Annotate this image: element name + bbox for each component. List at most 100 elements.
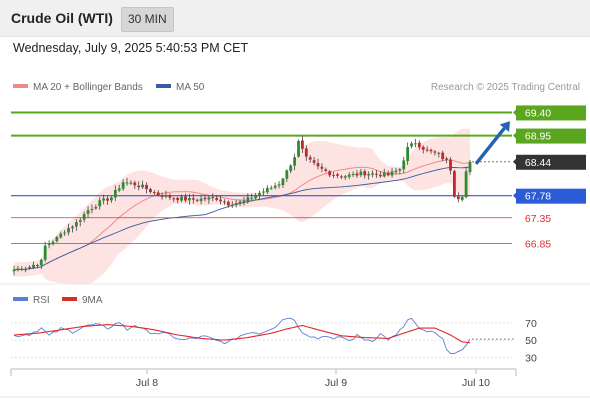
legend: MA 20 + Bollinger Bands MA 50 Research ©… bbox=[13, 82, 580, 93]
header-bar: Crude Oil (WTI) 30 MIN bbox=[0, 0, 590, 37]
legend-swatch-ma50 bbox=[156, 84, 171, 88]
ma20-line bbox=[13, 159, 471, 271]
candle bbox=[433, 150, 437, 156]
candle bbox=[195, 198, 199, 203]
candle bbox=[394, 167, 398, 175]
rsi-tick-70: 70 bbox=[525, 318, 537, 330]
candle bbox=[121, 179, 125, 192]
candle bbox=[453, 169, 456, 198]
candle bbox=[35, 263, 39, 268]
candle bbox=[24, 266, 28, 273]
candle bbox=[320, 163, 324, 173]
candle bbox=[226, 200, 230, 208]
legend-label-rsi: RSI bbox=[33, 295, 50, 306]
candle bbox=[113, 185, 117, 201]
candle bbox=[168, 193, 172, 201]
candle bbox=[67, 223, 70, 236]
rsi-line bbox=[13, 317, 471, 355]
candle bbox=[414, 139, 417, 148]
candle bbox=[250, 193, 254, 201]
rsi-legend: RSI 9MA bbox=[13, 295, 103, 306]
candle bbox=[371, 170, 374, 178]
level-label-67.78: 67.78 bbox=[525, 191, 551, 203]
candle bbox=[359, 168, 363, 178]
candle bbox=[51, 239, 55, 246]
candle bbox=[460, 195, 464, 202]
forecast-arrow-head bbox=[499, 121, 510, 132]
level-label-66.85: 66.85 bbox=[525, 238, 551, 250]
candle bbox=[12, 265, 16, 276]
candle bbox=[71, 225, 74, 233]
candle bbox=[82, 211, 86, 223]
candle bbox=[324, 167, 328, 173]
level-tag-68.44 bbox=[516, 154, 586, 170]
candle bbox=[363, 169, 367, 179]
candle bbox=[234, 199, 238, 208]
candle bbox=[421, 145, 425, 154]
candle bbox=[308, 155, 312, 163]
legend-label-9ma: 9MA bbox=[82, 295, 103, 306]
candle bbox=[98, 197, 102, 210]
candle bbox=[246, 193, 250, 204]
candle bbox=[184, 193, 187, 203]
candle bbox=[242, 197, 246, 206]
candle bbox=[90, 204, 94, 214]
candle bbox=[258, 190, 261, 200]
candle bbox=[382, 168, 386, 178]
candle bbox=[390, 167, 394, 178]
candle bbox=[410, 141, 413, 149]
x-tick-label: Jul 10 bbox=[462, 377, 490, 389]
candle bbox=[160, 192, 164, 200]
candle bbox=[289, 164, 293, 174]
legend-swatch-9ma bbox=[62, 297, 77, 301]
candle bbox=[28, 265, 31, 270]
candle bbox=[347, 172, 351, 180]
candle bbox=[172, 196, 176, 203]
candle bbox=[355, 169, 359, 178]
candle bbox=[141, 180, 145, 190]
candle bbox=[176, 196, 180, 204]
price-pane: MA 20 + Bollinger Bands MA 50 Research ©… bbox=[0, 82, 590, 285]
candle bbox=[187, 193, 191, 205]
candle bbox=[402, 156, 406, 173]
candle bbox=[94, 204, 98, 210]
candle bbox=[254, 193, 258, 200]
forecast-arrow bbox=[474, 127, 506, 165]
interval-button[interactable]: 30 MIN bbox=[121, 7, 174, 32]
legend-label-ma50: MA 50 bbox=[176, 82, 205, 93]
candle bbox=[78, 217, 82, 227]
candle bbox=[468, 159, 472, 176]
x-axis: Jul 8 Jul 9 Jul 10 bbox=[10, 368, 517, 389]
candle bbox=[332, 171, 335, 179]
candle bbox=[301, 135, 304, 153]
candle bbox=[351, 171, 355, 178]
candle bbox=[429, 148, 433, 154]
legend-swatch-rsi bbox=[13, 297, 28, 301]
level-label-68.95: 68.95 bbox=[525, 131, 551, 143]
candle bbox=[386, 170, 390, 177]
level-tag-67.78 bbox=[516, 188, 586, 204]
candle bbox=[59, 231, 63, 239]
candle bbox=[437, 151, 441, 158]
candle bbox=[367, 171, 371, 180]
level-tag-68.95 bbox=[516, 128, 586, 144]
candle bbox=[464, 166, 468, 199]
candle bbox=[145, 182, 148, 194]
candle bbox=[137, 181, 141, 191]
candle bbox=[32, 261, 35, 269]
candle bbox=[339, 174, 343, 180]
instrument-title: Crude Oil (WTI) bbox=[11, 10, 113, 26]
candle bbox=[133, 180, 137, 190]
candle bbox=[285, 169, 289, 182]
candle bbox=[74, 219, 78, 231]
x-tick-label: Jul 9 bbox=[325, 377, 347, 389]
candle bbox=[304, 145, 308, 161]
candle bbox=[456, 192, 460, 203]
candle bbox=[211, 193, 215, 202]
candle bbox=[223, 199, 226, 205]
source-credit: Research © 2025 Trading Central bbox=[431, 82, 580, 93]
candle bbox=[445, 156, 449, 164]
candle bbox=[149, 187, 152, 194]
candle bbox=[297, 139, 300, 158]
